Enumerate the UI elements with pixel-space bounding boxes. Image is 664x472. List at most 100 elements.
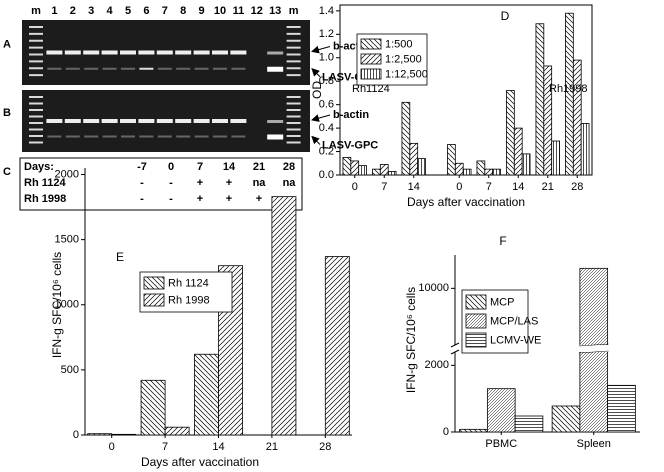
lane-label: 10 (214, 5, 226, 17)
ladder-band (29, 39, 43, 42)
band (102, 135, 117, 138)
legend-swatch (143, 293, 165, 307)
x-tick-label: 7 (486, 181, 492, 193)
lane-label: 3 (88, 5, 94, 17)
band (267, 66, 284, 72)
band (212, 50, 228, 55)
table-cell: 0 (168, 161, 174, 173)
y-tick-label: 500 (61, 364, 79, 376)
bar (447, 144, 456, 176)
bar (607, 384, 636, 433)
ladder-band (286, 96, 301, 98)
band (46, 50, 63, 55)
bar (543, 65, 553, 176)
band (83, 50, 100, 55)
band (121, 67, 135, 70)
ladder-band (29, 67, 43, 70)
ladder-band (286, 39, 301, 42)
x-tick-label: 14 (512, 181, 524, 193)
ladder-band (286, 122, 301, 124)
band (176, 135, 191, 138)
bar (484, 168, 494, 176)
lane-label: 9 (199, 5, 205, 17)
x-tick-label: 0 (352, 181, 358, 193)
bar (454, 162, 464, 176)
panel-label: D (501, 9, 510, 23)
ladder-band (286, 53, 301, 56)
bar (580, 123, 590, 176)
panel-label: E (116, 250, 124, 264)
table-cell: Rh 1998 (24, 193, 66, 205)
ladder-band (29, 96, 43, 98)
bar (459, 428, 488, 433)
ladder-band (29, 32, 43, 35)
y-tick-label: 1500 (55, 234, 79, 246)
ladder-band (286, 128, 301, 131)
lane-label: m (289, 5, 299, 17)
ladder-band (286, 135, 301, 137)
bar (521, 153, 531, 176)
band (120, 119, 136, 123)
bar (514, 415, 544, 433)
x-tick-label: 7 (381, 181, 387, 193)
ladder-band (29, 109, 43, 111)
table-cell: 28 (283, 161, 295, 173)
y-axis-title: IFN-g SFC/10⁶ cells (404, 287, 418, 393)
band (64, 119, 81, 123)
band (213, 135, 227, 138)
lane-label: 8 (180, 5, 186, 17)
axis-break (450, 349, 460, 355)
ladder-band (286, 115, 301, 118)
ladder-band (29, 128, 43, 131)
legend-label: Rh 1124 (168, 277, 209, 289)
legend-swatch (465, 294, 487, 310)
band (194, 67, 209, 70)
ladder-band (286, 26, 301, 28)
bar (492, 168, 501, 176)
bar (342, 157, 352, 176)
lane-label: 2 (70, 5, 76, 17)
panel-label: F (499, 234, 506, 248)
table-cell: 7 (197, 161, 203, 173)
band (267, 134, 284, 140)
lane-label: 1 (51, 5, 57, 17)
bar-break-mark (578, 350, 609, 354)
bar (476, 160, 486, 176)
marker-label: LASV-GPC (322, 139, 378, 151)
table-cell: na (283, 177, 297, 189)
ladder-band (29, 102, 43, 105)
y-tick-label: 1000 (55, 299, 79, 311)
lane-label: 5 (125, 5, 131, 17)
band (193, 119, 210, 123)
band (230, 119, 247, 123)
ladder-band (286, 32, 301, 35)
ladder-band (29, 60, 43, 63)
y-axis-title: OD (310, 81, 324, 99)
x-tick-label: 14 (212, 441, 224, 453)
band (120, 50, 136, 55)
band (176, 67, 191, 70)
band (231, 67, 246, 70)
table-cell: - (140, 177, 144, 189)
lane-label: m (31, 5, 41, 17)
y-tick-label: 0.4 (319, 122, 334, 134)
band (175, 119, 192, 123)
band (156, 50, 173, 55)
ladder-band (286, 109, 301, 111)
y-tick-label: 2000 (55, 168, 79, 180)
band (139, 67, 154, 70)
ladder-band (29, 135, 43, 137)
ladder-band (29, 115, 43, 118)
legend-swatch (360, 38, 382, 50)
bar-break (578, 345, 609, 352)
ladder-band (286, 67, 301, 70)
bar (572, 59, 582, 176)
lane-label: 6 (143, 5, 149, 17)
axis-break (450, 342, 460, 348)
band (84, 135, 99, 138)
band (121, 135, 135, 138)
band (213, 67, 227, 70)
ladder-band (286, 141, 301, 144)
ladder-band (29, 26, 43, 28)
